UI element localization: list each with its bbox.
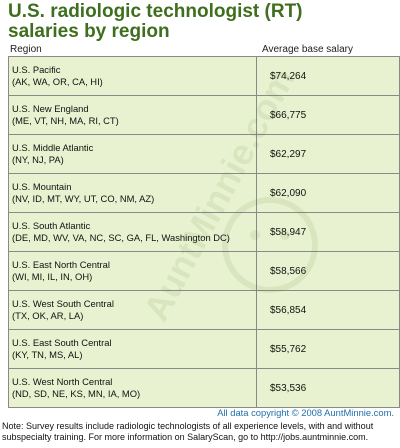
salary-cell: $62,090: [256, 173, 400, 213]
region-cell: U.S. Mountain (NV, ID, MT, WY, UT, CO, NM…: [8, 173, 257, 213]
table-row: U.S. East North Central (WI, MI, IL, IN, …: [8, 251, 400, 291]
region-cell: U.S. New England (ME, VT, NH, MA, RI, CT): [8, 95, 257, 135]
salary-cell: $53,536: [256, 368, 400, 408]
salary-cell: $58,947: [256, 212, 400, 252]
region-cell: U.S. East South Central (KY, TN, MS, AL): [8, 329, 257, 369]
region-name: U.S. East North Central: [12, 259, 110, 270]
salary-cell: $56,854: [256, 290, 400, 330]
salary-cell: $55,762: [256, 329, 400, 369]
region-name: U.S. East South Central: [12, 337, 112, 348]
region-name: U.S. West South Central: [12, 298, 114, 309]
salary-table: U.S. Pacific (AK, WA, OR, CA, HI) $74,264 U…: [8, 56, 400, 408]
region-name: U.S. Middle Atlantic: [12, 142, 94, 153]
column-header-salary: Average base salary: [262, 44, 353, 55]
table-row: U.S. New England (ME, VT, NH, MA, RI, CT)…: [8, 95, 400, 135]
region-cell: U.S. South Atlantic (DE, MD, WV, VA, NC, …: [8, 212, 257, 252]
region-states: (TX, OK, AR, LA): [12, 310, 84, 321]
title-line-1: U.S. radiologic technologist (RT): [8, 1, 303, 22]
chart-title: U.S. radiologic technologist (RT) salari…: [8, 2, 398, 42]
salary-cell: $74,264: [256, 56, 400, 96]
region-name: U.S. Pacific: [12, 64, 61, 75]
title-line-2: salaries by region: [8, 21, 170, 42]
region-states: (KY, TN, MS, AL): [12, 349, 83, 360]
region-name: U.S. Mountain: [12, 181, 72, 192]
salary-cell: $62,297: [256, 134, 400, 174]
region-states: (ME, VT, NH, MA, RI, CT): [12, 115, 119, 126]
table-row: U.S. Mountain (NV, ID, MT, WY, UT, CO, NM…: [8, 173, 400, 213]
table-row: U.S. Middle Atlantic (NY, NJ, PA) $62,297: [8, 134, 400, 174]
table-row: U.S. Pacific (AK, WA, OR, CA, HI) $74,264: [8, 56, 400, 96]
salary-cell: $66,775: [256, 95, 400, 135]
region-states: (NV, ID, MT, WY, UT, CO, NM, AZ): [12, 193, 155, 204]
region-states: (AK, WA, OR, CA, HI): [12, 76, 103, 87]
table-row: U.S. East South Central (KY, TN, MS, AL) $…: [8, 329, 400, 369]
table-row: U.S. South Atlantic (DE, MD, WV, VA, NC, …: [8, 212, 400, 252]
region-name: U.S. West North Central: [12, 376, 113, 387]
region-states: (NY, NJ, PA): [12, 154, 64, 165]
region-cell: U.S. Middle Atlantic (NY, NJ, PA): [8, 134, 257, 174]
region-states: (DE, MD, WV, VA, NC, SC, GA, FL, Washing…: [12, 232, 230, 243]
region-cell: U.S. West North Central (ND, SD, NE, KS, …: [8, 368, 257, 408]
table-row: U.S. West North Central (ND, SD, NE, KS, …: [8, 368, 400, 408]
region-cell: U.S. East North Central (WI, MI, IL, IN, …: [8, 251, 257, 291]
footnote: Note: Survey results include radiologic …: [2, 421, 374, 442]
region-name: U.S. New England: [12, 103, 89, 114]
region-cell: U.S. Pacific (AK, WA, OR, CA, HI): [8, 56, 257, 96]
table-row: U.S. West South Central (TX, OK, AR, LA) $…: [8, 290, 400, 330]
copyright-text: All data copyright © 2008 AuntMinnie.com…: [217, 407, 394, 418]
column-header-region: Region: [10, 44, 42, 55]
region-cell: U.S. West South Central (TX, OK, AR, LA): [8, 290, 257, 330]
region-name: U.S. South Atlantic: [12, 220, 91, 231]
region-states: (WI, MI, IL, IN, OH): [12, 271, 93, 282]
region-states: (ND, SD, NE, KS, MN, IA, MO): [12, 388, 141, 399]
salary-cell: $58,566: [256, 251, 400, 291]
